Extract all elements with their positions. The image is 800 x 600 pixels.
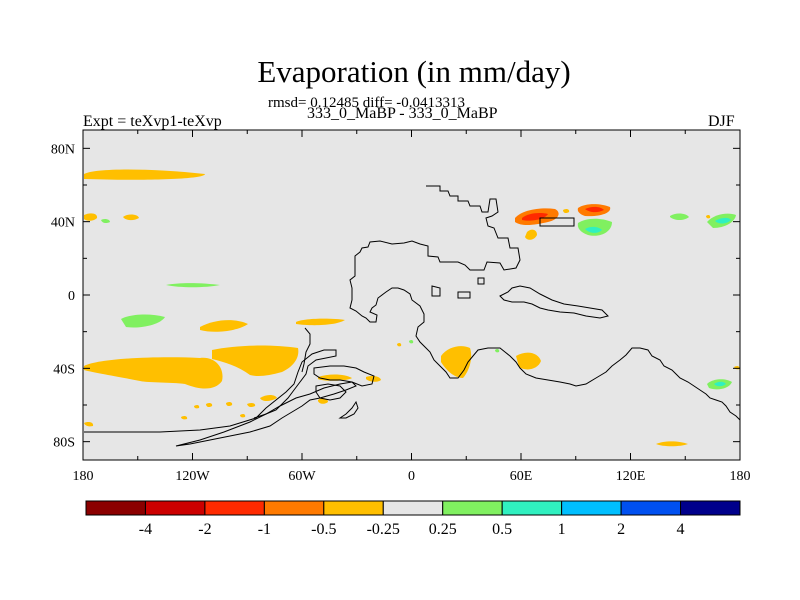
x-tick-label: 60E bbox=[510, 469, 533, 484]
landmass-southwest-arm-lower bbox=[175, 381, 357, 447]
colorbar-swatch bbox=[144, 500, 206, 516]
colorbar-swatch bbox=[680, 500, 741, 516]
anomaly-south-pacific-east-cyan bbox=[714, 381, 726, 387]
colorbar-level-label: -2 bbox=[198, 521, 211, 538]
landmass-mid-isle bbox=[431, 285, 441, 297]
anomaly-east-pacific-spot bbox=[706, 214, 711, 219]
anomaly-indian-ocean bbox=[516, 352, 541, 370]
y-tick-label: 80S bbox=[53, 436, 75, 451]
anomaly-central-asia-spot bbox=[563, 208, 570, 214]
colorbar-level-label: 0.5 bbox=[492, 521, 512, 538]
case-comparison-label: 333_0_MaBP - 333_0_MaBP bbox=[307, 105, 498, 122]
anomaly-pacific-40n-mid bbox=[123, 214, 139, 221]
anomaly-mongolia-inner bbox=[585, 206, 604, 213]
y-tick-label: 40N bbox=[51, 216, 75, 231]
colorbar-swatch bbox=[620, 500, 682, 516]
colorbar-level-label: -4 bbox=[139, 521, 152, 538]
colorbar-swatch bbox=[85, 500, 146, 516]
x-tick-label: 120E bbox=[616, 469, 646, 484]
anomaly-south-pacific-green bbox=[121, 314, 165, 328]
colorbar-level-label: -1 bbox=[258, 521, 271, 538]
x-tick-label: 60W bbox=[288, 469, 316, 484]
landmass-southwest-inner bbox=[315, 383, 347, 401]
landmass-southwest-loop bbox=[313, 365, 375, 387]
colorbar-level-label: 4 bbox=[677, 521, 685, 538]
rmsd-diff-stats: rmsd= 0.12485 diff= -0.0413313 bbox=[268, 95, 466, 111]
colorbar-swatch bbox=[561, 500, 622, 516]
anomaly-pacific-40n-west bbox=[84, 213, 98, 221]
anomaly-dot-2 bbox=[495, 348, 500, 353]
anomaly-southern-ocean-1 bbox=[260, 395, 277, 401]
colorbar-swatch bbox=[323, 500, 384, 516]
colorbar-swatch bbox=[204, 500, 265, 516]
anomaly-south-atlantic-spot bbox=[397, 342, 402, 347]
anomaly-south-pacific-tropical bbox=[200, 320, 248, 332]
anomaly-far-east-cyan bbox=[715, 217, 731, 224]
y-tick-label: 0 bbox=[68, 289, 75, 304]
landmass-small-north bbox=[477, 277, 485, 285]
x-tick-label: 180 bbox=[73, 469, 94, 484]
x-tick-label: 180 bbox=[730, 469, 751, 484]
landmass-rect-east bbox=[539, 217, 575, 227]
colorbar-level-label: -0.5 bbox=[311, 521, 336, 538]
season-label: DJF bbox=[708, 113, 735, 130]
anomaly-east-asia-cyan bbox=[585, 226, 602, 233]
colorbar-level-label: 2 bbox=[617, 521, 625, 538]
anomaly-caspian-area bbox=[525, 229, 537, 240]
y-axis: 80N 40N 0 40S 80S bbox=[51, 142, 740, 451]
colorbar-swatch bbox=[442, 500, 503, 516]
anomaly-southern-ocean-7 bbox=[240, 413, 246, 418]
continent-outlines bbox=[84, 185, 741, 447]
anomaly-tropical-pacific-green bbox=[166, 283, 220, 288]
colorbar-level-label: 0.25 bbox=[429, 521, 457, 538]
anomaly-north-pacific-green bbox=[101, 218, 110, 224]
landmass-southwest-arm bbox=[84, 349, 337, 433]
anomaly-southern-ocean-6 bbox=[181, 415, 188, 420]
anomaly-south-american-coast bbox=[296, 318, 345, 326]
landmass-south-hook bbox=[338, 400, 359, 419]
colorbar-level-label: -0.25 bbox=[367, 521, 400, 538]
x-axis: 180 120W 60W 0 60E 120E 180 bbox=[73, 130, 751, 484]
landmass-north bbox=[349, 185, 741, 421]
landmass-spine bbox=[301, 327, 311, 373]
anomaly-southern-ocean-4 bbox=[206, 402, 213, 408]
anomaly-south-pacific-east bbox=[212, 345, 299, 376]
anomaly-north-pacific-band bbox=[84, 169, 205, 180]
colorbar-level-label: 1 bbox=[558, 521, 566, 538]
colorbar-swatch bbox=[501, 500, 563, 516]
anomaly-dot-1 bbox=[409, 339, 414, 344]
anomaly-southern-ocean-2 bbox=[247, 402, 256, 408]
x-tick-label: 0 bbox=[408, 469, 415, 484]
y-tick-label: 40S bbox=[53, 362, 75, 377]
anomaly-south-atlantic-deep bbox=[318, 398, 328, 404]
anomaly-southern-ocean-3 bbox=[226, 401, 233, 407]
map-background bbox=[83, 130, 740, 460]
anomaly-antarctic-coast bbox=[656, 441, 688, 447]
anomaly-central-asia-inner bbox=[522, 213, 548, 221]
colorbar: -4 -2 -1 -0.5 -0.25 0.25 0.5 1 2 4 bbox=[85, 500, 741, 538]
anomaly-fills bbox=[84, 169, 740, 447]
anomaly-north-pacific-east-green bbox=[670, 213, 689, 220]
landmass-equatorial bbox=[499, 285, 609, 319]
landmass-arm-east bbox=[457, 291, 471, 299]
chart-title: Evaporation (in mm/day) bbox=[257, 54, 571, 89]
anomaly-southern-ocean-8 bbox=[84, 422, 94, 427]
anomaly-southern-ocean-5 bbox=[194, 404, 200, 409]
colorbar-swatch bbox=[382, 500, 444, 516]
x-tick-label: 120W bbox=[175, 469, 210, 484]
y-tick-label: 80N bbox=[51, 142, 75, 157]
experiment-label: Expt = teXvp1-teXvp bbox=[83, 113, 222, 130]
anomaly-south-pacific-large bbox=[84, 357, 223, 389]
colorbar-swatch bbox=[263, 500, 325, 516]
